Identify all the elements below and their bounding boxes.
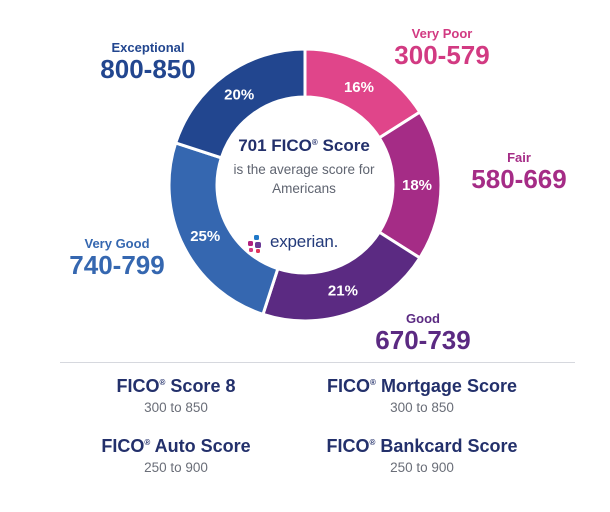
average-score-heading: 701 FICO® Score bbox=[238, 136, 370, 155]
divider bbox=[60, 362, 575, 363]
range-name-exceptional: Exceptional bbox=[111, 40, 185, 55]
experian-logo: experian. bbox=[246, 232, 356, 258]
slice-percent-label: 25% bbox=[190, 228, 220, 245]
score-donut-chart: 16% 18% 21% 25% 20% bbox=[167, 47, 443, 323]
range-value-good: 670-739 bbox=[375, 325, 471, 355]
range-name-very-good: Very Good bbox=[84, 236, 150, 251]
slice-percent-label: 16% bbox=[344, 79, 374, 96]
slice-percent-label: 18% bbox=[402, 177, 432, 194]
center-caption: 701 FICO® Score is the average score for… bbox=[222, 136, 386, 198]
range-label-fair: Fair 580-669 bbox=[464, 150, 574, 193]
average-score-subtext: is the average score for Americans bbox=[233, 162, 375, 196]
experian-logo-text: experian. bbox=[270, 232, 339, 251]
range-value-very-good: 740-799 bbox=[69, 250, 165, 280]
range-value-fair: 580-669 bbox=[471, 164, 567, 194]
model-fico-bankcard-score: FICO® Bankcard Score 250 to 900 bbox=[326, 436, 518, 475]
range-name-very-poor: Very Poor bbox=[411, 26, 473, 41]
model-fico-score-8: FICO® Score 8 300 to 850 bbox=[116, 376, 236, 415]
range-name-good: Good bbox=[406, 311, 440, 326]
range-value-very-poor: 300-579 bbox=[394, 40, 490, 70]
model-fico-auto-score: FICO® Auto Score 250 to 900 bbox=[101, 436, 251, 475]
range-value-exceptional: 800-850 bbox=[100, 54, 196, 84]
range-label-good: Good 670-739 bbox=[368, 311, 478, 354]
slice-percent-label: 20% bbox=[224, 86, 254, 103]
range-label-very-poor: Very Poor 300-579 bbox=[392, 26, 492, 69]
model-fico-mortgage-score: FICO® Mortgage Score 300 to 850 bbox=[327, 376, 517, 415]
slice-percent-label: 21% bbox=[328, 282, 358, 299]
range-label-exceptional: Exceptional 800-850 bbox=[90, 40, 206, 83]
experian-logo-icon bbox=[248, 235, 261, 253]
donut-slice-exceptional bbox=[173, 47, 307, 160]
range-name-fair: Fair bbox=[507, 150, 531, 165]
range-label-very-good: Very Good 740-799 bbox=[62, 236, 172, 279]
